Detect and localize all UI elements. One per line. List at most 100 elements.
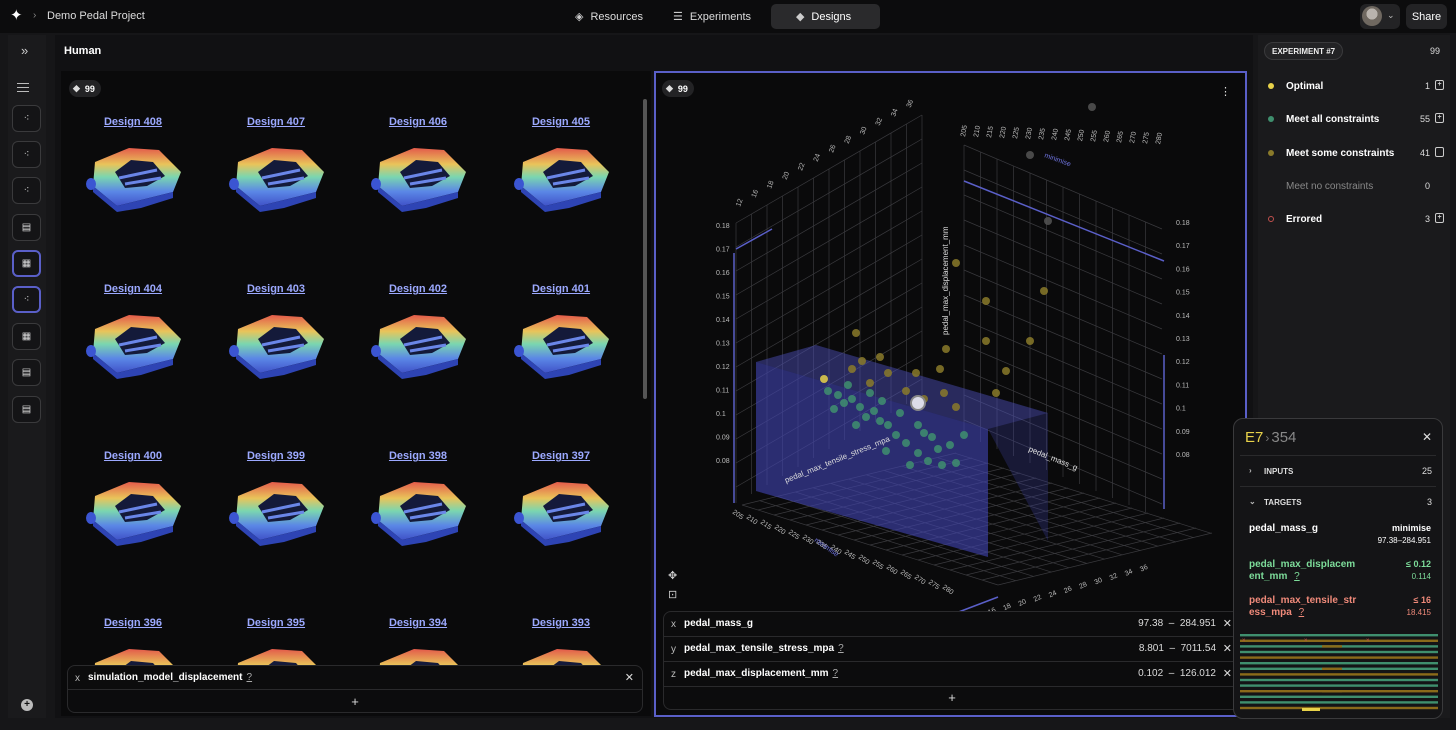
design-link[interactable]: Design 405 — [531, 116, 591, 128]
help-link[interactable]: ? — [246, 672, 253, 683]
scatter-view-button[interactable]: ⁖ — [12, 141, 41, 168]
design-link[interactable]: Design 397 — [531, 450, 591, 462]
add-property-button[interactable]: + — [351, 694, 359, 709]
scrollbar[interactable] — [643, 99, 647, 399]
pedal-render-image[interactable] — [366, 142, 470, 212]
experiment-id[interactable]: E7 — [1245, 429, 1264, 446]
add-folder-icon[interactable]: + — [1435, 80, 1444, 90]
axis-row-z[interactable]: z pedal_max_displacement_mm? 0.102 – 126… — [664, 662, 1240, 687]
status-count: 0 — [1424, 181, 1430, 191]
data-point — [924, 457, 932, 465]
axis-row-y[interactable]: y pedal_max_tensile_stress_mpa? 8.801 – … — [664, 637, 1240, 662]
pedal-render-image[interactable] — [81, 142, 185, 212]
menu-icon[interactable] — [17, 83, 29, 95]
experiment-badge[interactable]: EXPERIMENT #7 — [1264, 42, 1344, 60]
design-link[interactable]: Design 403 — [246, 283, 306, 295]
design-link[interactable]: Design 398 — [388, 450, 448, 462]
app-logo-icon[interactable]: ✦ — [10, 7, 23, 24]
design-link[interactable]: Design 396 — [103, 617, 163, 629]
axis-property-name[interactable]: pedal_max_displacement_mm? — [684, 668, 838, 679]
close-icon[interactable]: ✕ — [624, 672, 634, 684]
axis-property-name[interactable]: pedal_mass_g — [684, 618, 753, 629]
design-card[interactable]: Design 402 — [358, 283, 478, 379]
share-button[interactable]: Share — [1406, 4, 1447, 29]
grid-line — [963, 344, 1163, 430]
design-card[interactable]: Design 397 — [501, 450, 621, 546]
design-card[interactable]: Design 401 — [501, 283, 621, 379]
folder-icon[interactable] — [1435, 147, 1444, 157]
y-tick-label: 36 — [1139, 564, 1149, 574]
scatter-view-button[interactable]: ⁖ — [12, 105, 41, 132]
pedal-render-image[interactable] — [509, 476, 613, 546]
pedal-render-image[interactable] — [366, 309, 470, 379]
property-name[interactable]: simulation_model_displacement? — [88, 672, 252, 683]
design-link[interactable]: Design 401 — [531, 283, 591, 295]
add-folder-icon[interactable]: + — [1435, 113, 1444, 123]
status-filter-item[interactable]: Optimal 1 + — [1268, 79, 1444, 97]
help-link[interactable]: ? — [1294, 571, 1300, 582]
pedal-render-image[interactable] — [509, 142, 613, 212]
table-view-button[interactable]: ▤ — [12, 214, 41, 241]
grid-view-button[interactable]: ▦ — [12, 250, 41, 277]
move-icon[interactable]: ✥ — [668, 570, 678, 582]
pedal-render-image[interactable] — [366, 476, 470, 546]
property-row[interactable]: x simulation_model_displacement? ✕ — [68, 666, 642, 690]
fit-view-icon[interactable]: ⊡ — [668, 589, 678, 601]
design-link[interactable]: Design 400 — [103, 450, 163, 462]
design-card[interactable]: Design 408 — [73, 116, 193, 212]
scatter-3d-plot[interactable]: 0.18 0.18 0.17 0.17 0.16 0.16 0.15 0.15 0.14 0.14… — [656, 73, 1245, 715]
close-icon[interactable]: ✕ — [1222, 643, 1232, 655]
design-card[interactable]: Design 404 — [73, 283, 193, 379]
design-link[interactable]: Design 395 — [246, 617, 306, 629]
table-view-button[interactable]: ▤ — [12, 359, 41, 386]
status-filter-item[interactable]: Meet all constraints 55 + — [1268, 112, 1444, 130]
axis-row-x[interactable]: x pedal_mass_g 97.38 – 284.951 ✕ — [664, 612, 1240, 637]
design-link[interactable]: Design 402 — [388, 283, 448, 295]
axis-property-name[interactable]: pedal_max_tensile_stress_mpa? — [684, 643, 844, 654]
design-card[interactable]: Design 407 — [216, 116, 336, 212]
design-card[interactable]: Design 400 — [73, 450, 193, 546]
project-name[interactable]: Demo Pedal Project — [47, 10, 145, 22]
add-folder-icon[interactable]: + — [1435, 213, 1444, 223]
pedal-render-image[interactable] — [509, 309, 613, 379]
design-link[interactable]: Design 406 — [388, 116, 448, 128]
expand-sidebar-icon[interactable]: » — [21, 43, 29, 58]
tab-resources[interactable]: ◈ Resources — [565, 4, 657, 29]
status-filter-item[interactable]: Meet some constraints 41 — [1268, 146, 1444, 164]
inputs-section-toggle[interactable]: › INPUTS 25 — [1240, 455, 1436, 485]
table-view-button[interactable]: ▤ — [12, 396, 41, 423]
design-card[interactable]: Design 406 — [358, 116, 478, 212]
design-link[interactable]: Design 393 — [531, 617, 591, 629]
scatter-view-button[interactable]: ⁖ — [12, 286, 41, 313]
design-card[interactable]: Design 405 — [501, 116, 621, 212]
pedal-render-image[interactable] — [224, 476, 328, 546]
pedal-render-image[interactable] — [81, 309, 185, 379]
pedal-render-image[interactable] — [81, 476, 185, 546]
add-axis-button[interactable]: + — [948, 690, 956, 705]
more-options-icon[interactable]: ⋮ — [1220, 86, 1231, 98]
design-link[interactable]: Design 394 — [388, 617, 448, 629]
close-icon[interactable]: ✕ — [1222, 668, 1232, 680]
tab-designs[interactable]: ◆ Designs — [771, 4, 881, 29]
status-filter-item[interactable]: Errored 3 + — [1268, 212, 1444, 230]
grid-view-button[interactable]: ▦ — [12, 323, 41, 350]
design-link[interactable]: Design 399 — [246, 450, 306, 462]
pedal-render-image[interactable] — [224, 309, 328, 379]
targets-section-toggle[interactable]: ⌄ TARGETS 3 — [1240, 486, 1436, 516]
design-card[interactable]: Design 403 — [216, 283, 336, 379]
help-link[interactable]: ? — [838, 643, 844, 654]
scatter-view-button[interactable]: ⁖ — [12, 177, 41, 204]
tab-experiments[interactable]: ☰ Experiments — [663, 4, 765, 29]
design-link[interactable]: Design 408 — [103, 116, 163, 128]
help-link[interactable]: ? — [1298, 607, 1305, 618]
pedal-render-image[interactable] — [224, 142, 328, 212]
close-icon[interactable]: ✕ — [1421, 430, 1432, 444]
close-icon[interactable]: ✕ — [1222, 618, 1232, 630]
design-card[interactable]: Design 399 — [216, 450, 336, 546]
design-link[interactable]: Design 404 — [103, 283, 163, 295]
design-card[interactable]: Design 398 — [358, 450, 478, 546]
add-view-icon[interactable]: + — [21, 699, 33, 711]
status-filter-item[interactable]: Meet no constraints 0 — [1268, 179, 1444, 197]
design-link[interactable]: Design 407 — [246, 116, 306, 128]
help-link[interactable]: ? — [832, 668, 839, 679]
